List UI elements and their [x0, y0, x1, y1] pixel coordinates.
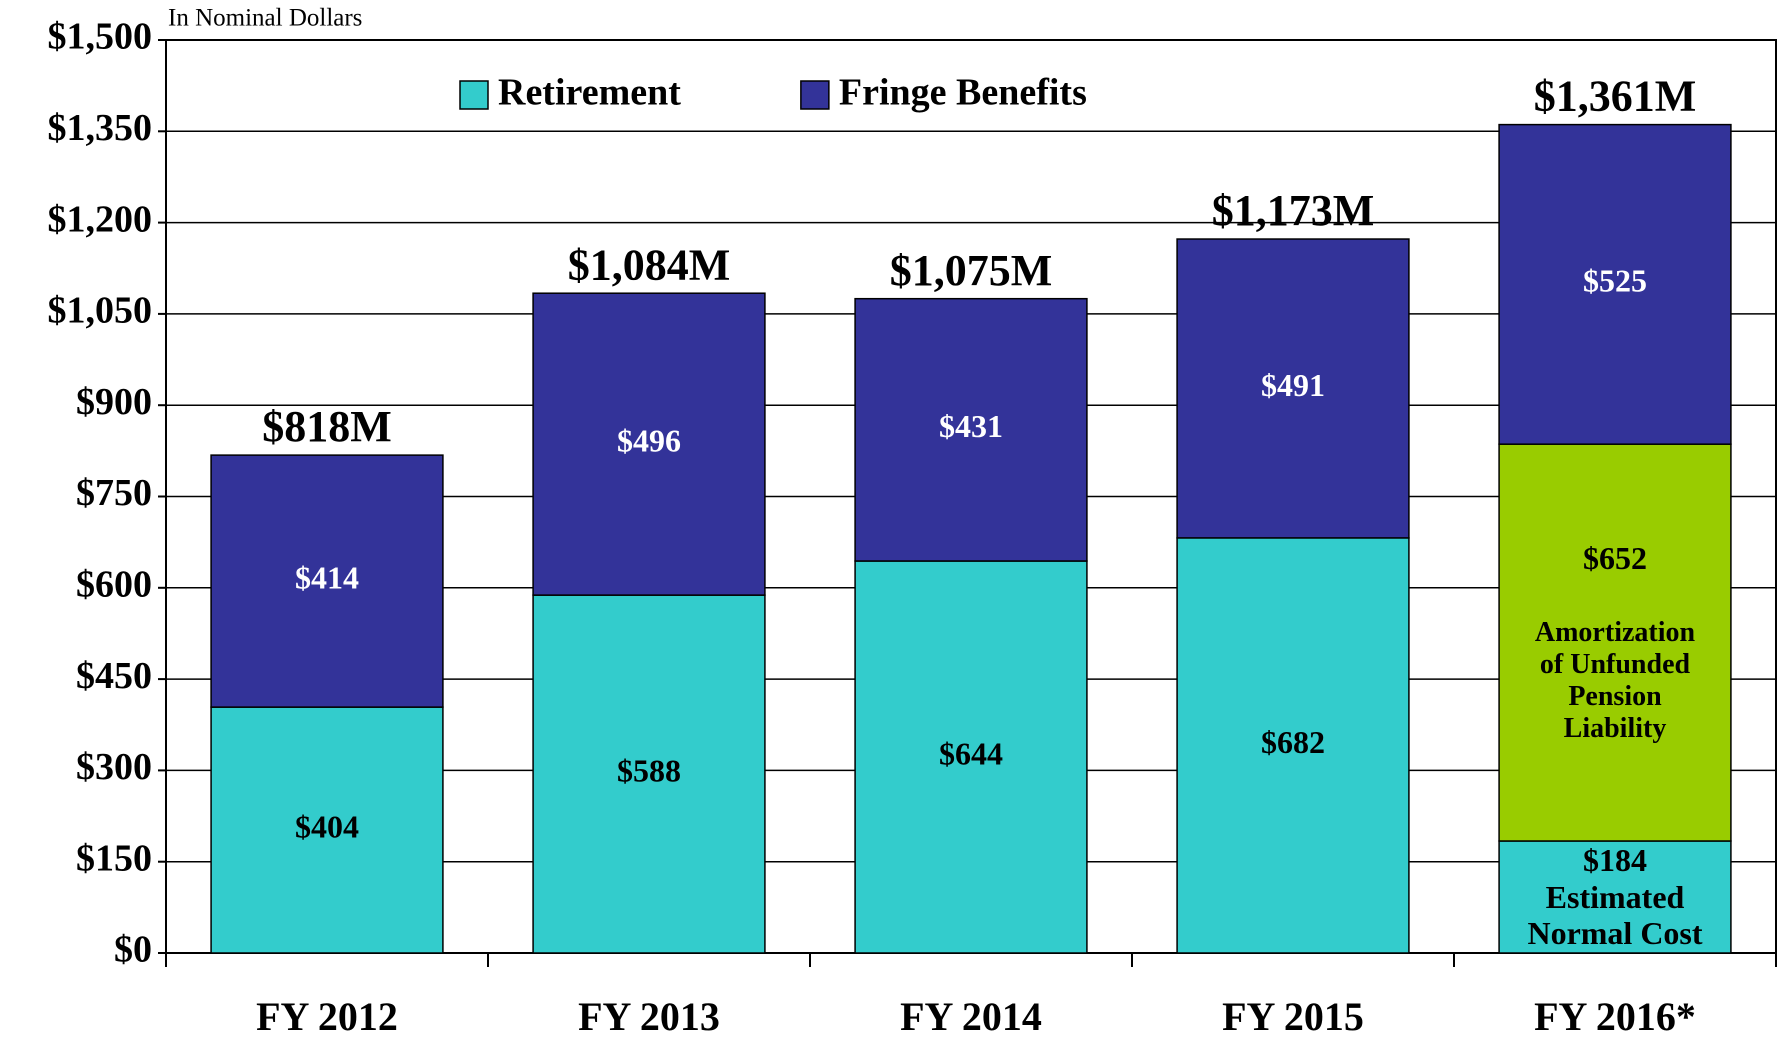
- data-label: $525: [1583, 263, 1647, 299]
- data-label: $682: [1261, 724, 1325, 760]
- y-tick-label: $600: [76, 564, 152, 606]
- bar-segment: [854, 297, 1088, 562]
- data-label: $184: [1582, 841, 1647, 878]
- bar-segment: [1176, 537, 1410, 954]
- bar-segment: [1498, 840, 1732, 954]
- x-tick-label: FY 2016*: [1534, 994, 1696, 1039]
- bar-segment: [1498, 123, 1732, 445]
- data-label: $491: [1261, 367, 1325, 403]
- total-label: $1,361M: [1534, 72, 1697, 121]
- legend-label: Fringe Benefits: [839, 72, 1087, 114]
- segment-note: Estimated Normal Cost: [1527, 878, 1703, 952]
- segment-label-stack: $652 Amortization of Unfunded Pension Lia…: [1499, 444, 1731, 841]
- chart-subtitle: In Nominal Dollars: [168, 5, 362, 32]
- bar-segment: [210, 454, 444, 708]
- segment-label-box: $652 Amortization of Unfunded Pension Lia…: [1499, 444, 1731, 841]
- total-label: $818M: [262, 402, 392, 451]
- data-label: $652: [1582, 539, 1647, 576]
- bar-segment: [854, 560, 1088, 954]
- y-tick-label: $750: [76, 472, 152, 514]
- legend-label: Retirement: [498, 72, 681, 114]
- bar-segment: [1176, 238, 1410, 539]
- segment-note: Amortization of Unfunded Pension Liabili…: [1534, 616, 1696, 745]
- data-label: $404: [295, 808, 359, 844]
- data-label: $431: [939, 408, 1003, 444]
- y-tick-label: $1,050: [48, 290, 153, 332]
- x-tick-label: FY 2012: [256, 994, 398, 1039]
- segment-label-stack: $184 Estimated Normal Cost: [1499, 841, 1731, 953]
- data-label: $588: [617, 752, 681, 788]
- legend-swatch: [459, 80, 489, 110]
- x-tick-label: FY 2014: [900, 994, 1042, 1039]
- y-tick-label: $1,500: [48, 16, 153, 58]
- y-tick-label: $0: [114, 929, 152, 971]
- y-tick-label: $1,200: [48, 198, 153, 240]
- total-label: $1,075M: [890, 246, 1053, 295]
- y-tick-label: $450: [76, 655, 152, 697]
- bar-segment: [210, 706, 444, 954]
- y-tick-label: $300: [76, 746, 152, 788]
- bar-segment: [1498, 443, 1732, 842]
- legend-swatch: [800, 80, 830, 110]
- y-tick-label: $900: [76, 381, 152, 423]
- data-label: $644: [939, 735, 1003, 771]
- y-tick-label: $1,350: [48, 107, 153, 149]
- data-label: $496: [617, 422, 681, 458]
- total-label: $1,084M: [568, 240, 731, 289]
- y-tick-label: $150: [76, 837, 152, 879]
- data-label: $414: [295, 559, 359, 595]
- total-label: $1,173M: [1212, 186, 1375, 235]
- x-tick-label: FY 2013: [578, 994, 720, 1039]
- bar-segment: [532, 292, 766, 596]
- x-tick-label: FY 2015: [1222, 994, 1364, 1039]
